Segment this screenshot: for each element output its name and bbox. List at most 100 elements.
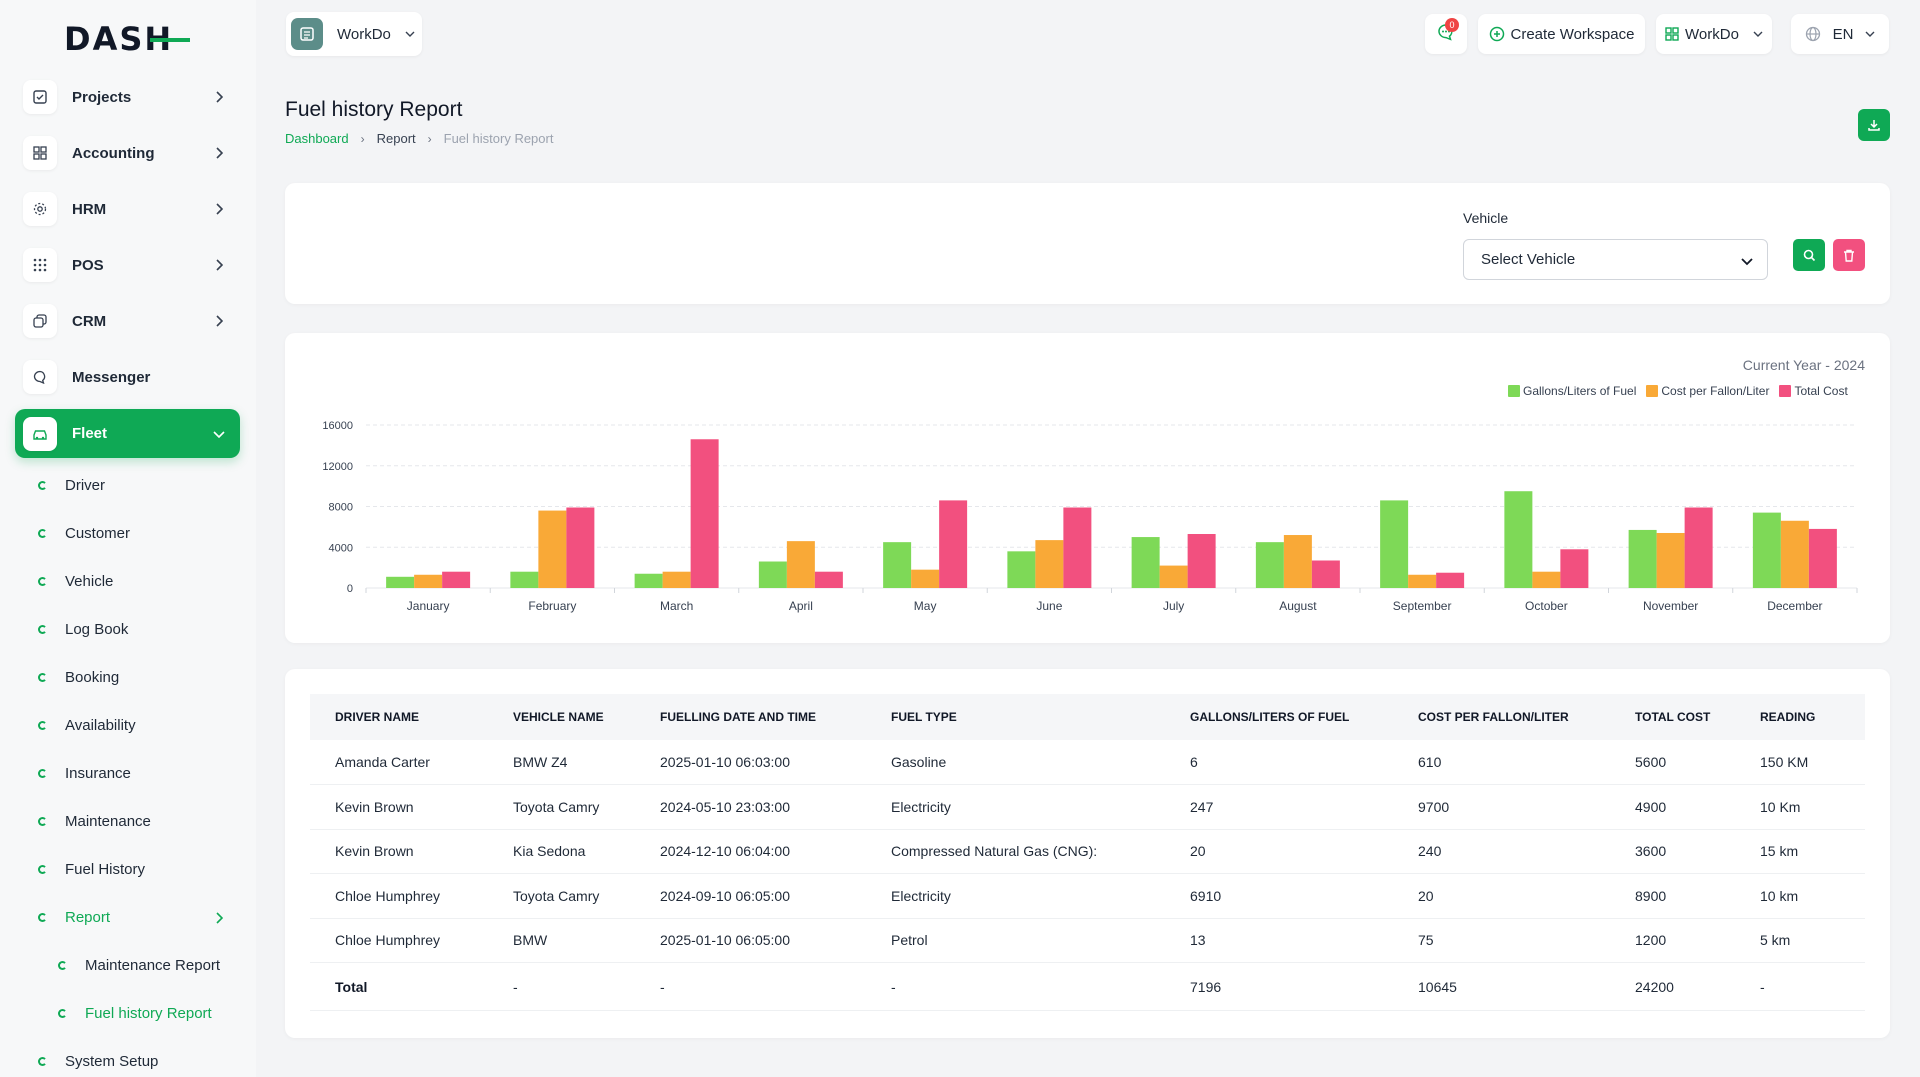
vehicle-select-value: Select Vehicle bbox=[1481, 251, 1576, 268]
table-cell: 240 bbox=[1393, 829, 1610, 874]
y-tick-label: 0 bbox=[347, 583, 353, 595]
chevron-right-icon bbox=[215, 911, 224, 929]
sidebar-item-label: POS bbox=[72, 256, 104, 274]
brand-logo[interactable]: DASH bbox=[64, 22, 190, 56]
legend-item-total-cost[interactable]: Total Cost bbox=[1779, 384, 1848, 398]
table-total-cell: Total bbox=[310, 962, 488, 1011]
sidebar-subitem-report[interactable]: Report bbox=[38, 905, 224, 929]
table-cell: Kia Sedona bbox=[488, 829, 635, 874]
sidebar-subitem-vehicle[interactable]: Vehicle bbox=[38, 569, 113, 593]
sidebar-item-messenger[interactable]: Messenger bbox=[15, 353, 240, 401]
bar-total-cost-march bbox=[690, 439, 719, 588]
sidebar-subitem-log-book[interactable]: Log Book bbox=[38, 617, 128, 641]
column-header[interactable]: Gallons/Liters of Fuel bbox=[1190, 710, 1350, 724]
sidebar-item-system-setup[interactable]: System Setup bbox=[38, 1049, 158, 1073]
bar-gallons-liters-of-fuel-june bbox=[1007, 551, 1036, 588]
sidebar-subitem-maintenance[interactable]: Maintenance bbox=[38, 809, 151, 833]
table-total-cell: 7196 bbox=[1165, 962, 1393, 1011]
table-cell: Toyota Camry bbox=[488, 873, 635, 919]
table-cell: 75 bbox=[1393, 918, 1610, 963]
bar-gallons-liters-of-fuel-february bbox=[510, 571, 539, 588]
workspace-switcher[interactable]: WorkDo bbox=[286, 12, 422, 56]
workspace-name: WorkDo bbox=[337, 25, 391, 43]
vehicle-filter-label: Vehicle bbox=[1463, 210, 1509, 226]
fuel-chart: 0 4000 8000 12000 16000 January February March A… bbox=[322, 420, 1858, 613]
sidebar-item-projects[interactable]: Projects bbox=[15, 73, 240, 121]
download-button[interactable] bbox=[1858, 109, 1890, 141]
sidebar-item-accounting[interactable]: Accounting bbox=[15, 129, 240, 177]
breadcrumb-dashboard[interactable]: Dashboard bbox=[285, 131, 349, 146]
bar-cost-per-fallon-liter-september bbox=[1408, 574, 1437, 588]
sidebar-subitem-customer[interactable]: Customer bbox=[38, 521, 130, 545]
table-total-cell: - bbox=[1735, 962, 1865, 1011]
column-header[interactable]: Cost per Fallon/Liter bbox=[1418, 710, 1569, 724]
table-header-row: Driver Name Vehicle Name Fuelling Date a… bbox=[310, 694, 1865, 740]
x-tick-label: December bbox=[1767, 599, 1822, 613]
sidebar-item-hrm[interactable]: HRM bbox=[15, 185, 240, 233]
table-cell: 150 KM bbox=[1735, 740, 1865, 785]
column-header[interactable]: Driver Name bbox=[335, 710, 420, 724]
chevron-right-icon: › bbox=[427, 131, 432, 146]
chat-icon bbox=[23, 360, 57, 394]
table-cell: 1200 bbox=[1610, 918, 1735, 963]
table-cell: 10 Km bbox=[1735, 784, 1865, 830]
sidebar-subitem-fuel-history[interactable]: Fuel History bbox=[38, 857, 145, 881]
sidebar-item-crm[interactable]: CRM bbox=[15, 297, 240, 345]
table-cell: 2024-12-10 06:04:00 bbox=[635, 829, 866, 874]
sidebar-subitem-fuel-history-report[interactable]: Fuel history Report bbox=[58, 1001, 212, 1025]
table-cell: Compressed Natural Gas (CNG): bbox=[866, 829, 1165, 874]
column-header[interactable]: Fuel Type bbox=[891, 710, 957, 724]
sidebar-subitem-driver[interactable]: Driver bbox=[38, 473, 105, 497]
table-cell: 4900 bbox=[1610, 784, 1735, 830]
table-cell: 2025-01-10 06:05:00 bbox=[635, 918, 866, 963]
y-tick-label: 16000 bbox=[322, 420, 353, 432]
table-cell: 6910 bbox=[1165, 873, 1393, 919]
breadcrumb-current: Fuel history Report bbox=[443, 131, 554, 146]
create-workspace-button[interactable]: Create Workspace bbox=[1478, 14, 1645, 54]
bar-gallons-liters-of-fuel-january bbox=[386, 576, 415, 588]
table-cell: 5600 bbox=[1610, 740, 1735, 785]
sidebar-subitem-maintenance-report[interactable]: Maintenance Report bbox=[58, 953, 220, 977]
column-header[interactable]: Reading bbox=[1760, 710, 1816, 724]
table-row: Chloe Humphrey BMW 2025-01-10 06:05:00 Petr… bbox=[310, 918, 1865, 963]
sidebar-subitem-availability[interactable]: Availability bbox=[38, 713, 136, 737]
bar-total-cost-december bbox=[1808, 528, 1837, 588]
legend-item-fuel[interactable]: Gallons/Liters of Fuel bbox=[1508, 384, 1636, 398]
messenger-button[interactable]: 0 bbox=[1425, 14, 1467, 54]
bar-total-cost-may bbox=[939, 500, 968, 588]
column-header[interactable]: Fuelling Date and Time bbox=[660, 710, 816, 724]
x-tick-label: August bbox=[1279, 599, 1317, 613]
language-selector[interactable]: EN bbox=[1791, 14, 1889, 54]
table-cell: Chloe Humphrey bbox=[310, 873, 488, 919]
apps-icon bbox=[1665, 27, 1679, 41]
table-cell: 8900 bbox=[1610, 873, 1735, 919]
bar-gallons-liters-of-fuel-november bbox=[1628, 529, 1657, 588]
sidebar-subitem-booking[interactable]: Booking bbox=[38, 665, 119, 689]
sidebar-item-label: Accounting bbox=[72, 144, 155, 162]
chevron-right-icon bbox=[212, 146, 226, 160]
breadcrumb-report[interactable]: Report bbox=[376, 131, 416, 146]
x-tick-label: July bbox=[1163, 599, 1184, 613]
bar-cost-per-fallon-liter-july bbox=[1159, 565, 1188, 588]
sidebar-item-label: HRM bbox=[72, 200, 107, 218]
chart-subtitle: Current Year - 2024 bbox=[1742, 357, 1865, 373]
x-tick-label: May bbox=[914, 599, 937, 613]
chart-card bbox=[285, 333, 1890, 643]
apply-filter-button[interactable] bbox=[1793, 239, 1825, 271]
sidebar: DASH Projects Accounting HRM POS bbox=[0, 0, 256, 1077]
bar-cost-per-fallon-liter-january bbox=[414, 574, 443, 588]
sidebar-item-pos[interactable]: POS bbox=[15, 241, 240, 289]
x-tick-label: January bbox=[407, 599, 450, 613]
column-header[interactable]: Total Cost bbox=[1635, 710, 1711, 724]
sidebar-item-fleet[interactable]: Fleet bbox=[15, 409, 240, 458]
table-cell: 9700 bbox=[1393, 784, 1610, 830]
workspace-menu-button[interactable]: WorkDo bbox=[1656, 14, 1772, 54]
column-header[interactable]: Vehicle Name bbox=[513, 710, 604, 724]
bar-total-cost-september bbox=[1436, 572, 1465, 588]
sidebar-subitem-insurance[interactable]: Insurance bbox=[38, 761, 131, 785]
table-total-cell: - bbox=[488, 962, 635, 1011]
legend-item-cost-per-unit[interactable]: Cost per Fallon/Liter bbox=[1646, 384, 1769, 398]
vehicle-select[interactable]: Select Vehicle bbox=[1463, 239, 1768, 280]
reset-filter-button[interactable] bbox=[1833, 239, 1865, 271]
hrm-icon bbox=[23, 192, 57, 226]
